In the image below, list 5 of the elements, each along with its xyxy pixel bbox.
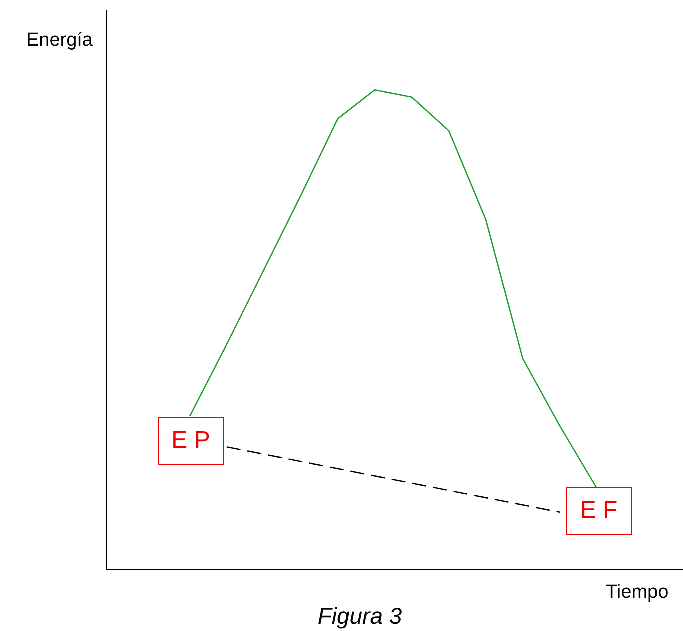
x-axis-title: Tiempo	[606, 582, 669, 604]
annotation: E P	[158, 417, 224, 466]
text: Figura 3	[316, 603, 404, 630]
annotation: E F	[566, 487, 632, 536]
y-axis-title: Energía	[26, 30, 93, 52]
